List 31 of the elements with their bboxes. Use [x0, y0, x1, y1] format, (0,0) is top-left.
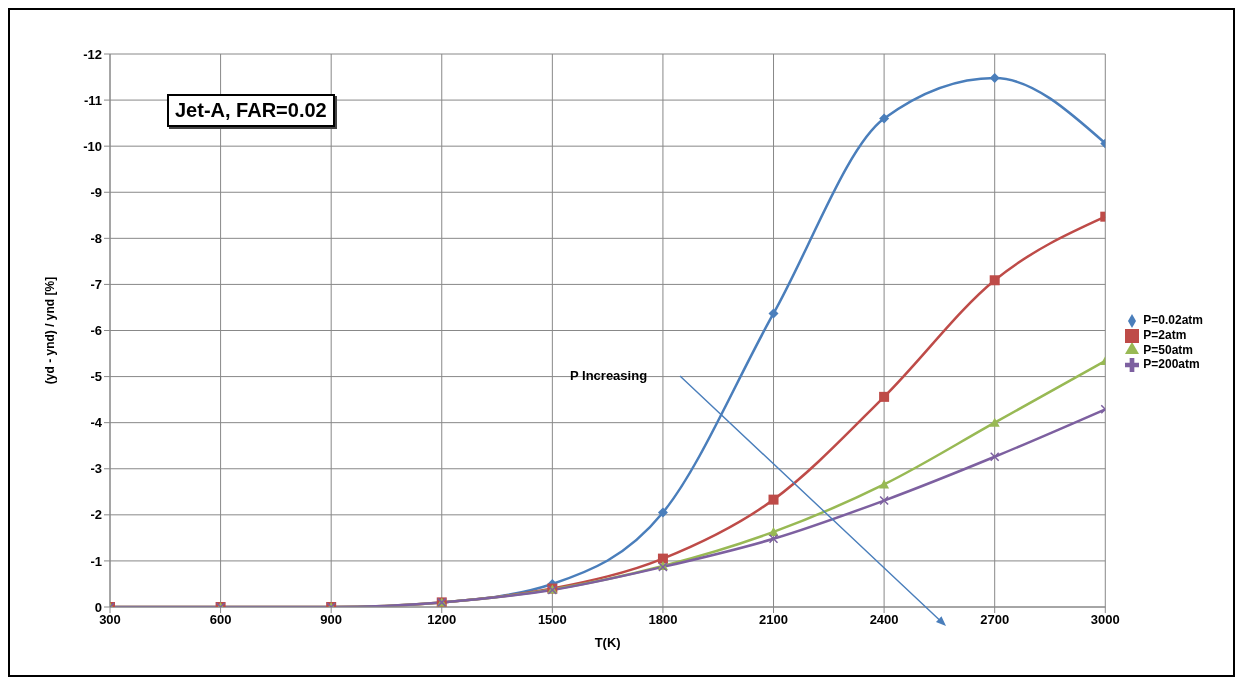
y-axis-title: (yd - ynd) / ynd [%]: [43, 276, 58, 385]
y-tick-label: -2: [90, 507, 102, 523]
x-tick-label: 300: [99, 612, 121, 628]
legend-label: P=200atm: [1143, 357, 1200, 372]
x-tick-label: 2100: [759, 612, 788, 628]
legend-label: P=0.02atm: [1143, 312, 1203, 327]
y-tick-label: -3: [90, 461, 102, 477]
y-tick-label: -8: [90, 230, 102, 246]
annotation: P Increasing: [570, 368, 648, 383]
x-tick-label: 900: [320, 612, 343, 628]
x-tick-label: 1200: [427, 612, 457, 628]
y-tick-label: -11: [83, 92, 102, 108]
y-tick-label: -10: [83, 138, 102, 154]
legend-label: P=50atm: [1143, 342, 1193, 357]
x-axis-title: T(K): [594, 635, 621, 650]
text: Jet-A, FAR=0.02: [167, 94, 335, 127]
y-tick-label: 0: [94, 599, 102, 615]
x-tick-label: 2700: [980, 612, 1010, 628]
y-tick-label: -4: [90, 415, 103, 431]
legend-label: P=2atm: [1143, 327, 1187, 342]
y-tick-label: -5: [90, 369, 102, 385]
x-tick-label: 1500: [537, 612, 567, 628]
y-tick-label: -9: [90, 184, 102, 200]
y-tick-label: -1: [90, 553, 102, 569]
x-tick-label: 600: [209, 612, 232, 628]
y-tick-label: -12: [83, 46, 102, 62]
x-tick-label: 2400: [869, 612, 899, 628]
y-tick-label: -7: [90, 277, 102, 293]
x-tick-label: 1800: [648, 612, 678, 628]
x-tick-label: 3000: [1090, 612, 1120, 628]
y-tick-label: -6: [90, 323, 102, 339]
